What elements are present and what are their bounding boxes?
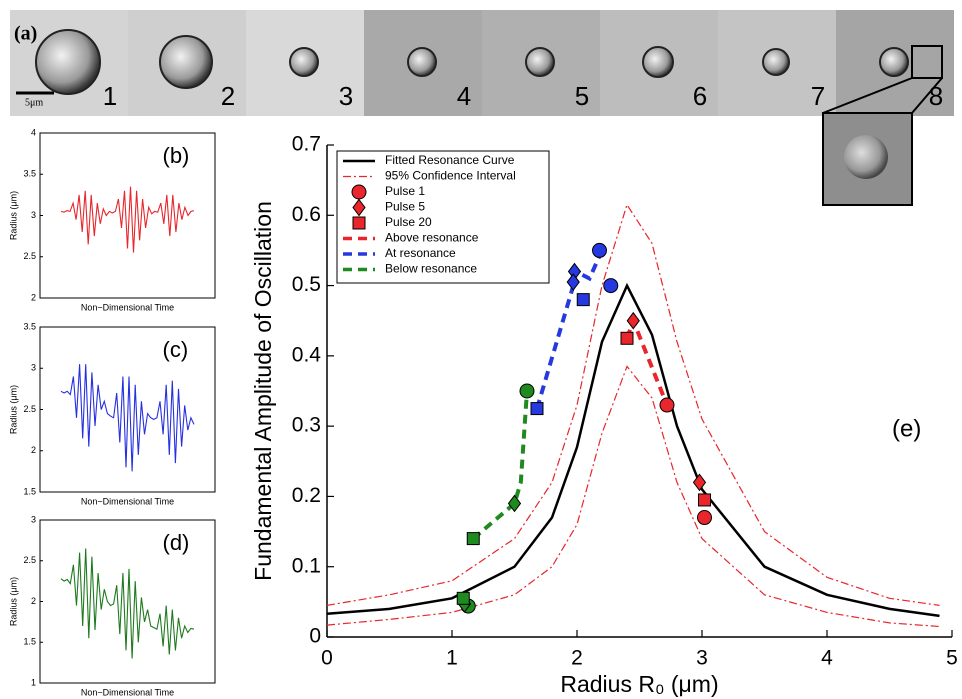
- bubble-image: [642, 46, 674, 78]
- legend-label: At resonance: [385, 246, 456, 260]
- y-tick-label: 2: [31, 596, 36, 606]
- legend-marker: [351, 184, 367, 200]
- x-tick-label: 3: [696, 647, 708, 670]
- y-tick-label: 2.5: [23, 555, 36, 565]
- y-tick-label: 0.7: [292, 133, 321, 156]
- x-tick-label: 2: [571, 647, 583, 670]
- waveform-line: [60, 548, 195, 659]
- marker: [692, 473, 707, 492]
- y-tick-label: 0.4: [292, 343, 322, 366]
- marker: [566, 273, 580, 291]
- y-tick-label: 4: [31, 127, 36, 137]
- bubble-image: [35, 29, 101, 95]
- bubble-image: [525, 47, 555, 77]
- y-tick-label: 2.5: [23, 251, 36, 261]
- x-tick-label: 5: [946, 647, 958, 670]
- y-tick-label: 1.5: [23, 486, 36, 496]
- y-axis-label: Fundamental Amplitude of Oscillation: [250, 201, 276, 581]
- frame-number: 2: [221, 81, 235, 111]
- legend-label: 95% Confidence Interval: [385, 169, 516, 183]
- x-tick-label: 1: [446, 647, 458, 670]
- bubble-image: [407, 47, 437, 77]
- y-tick-label: 3: [31, 363, 36, 373]
- x-tick-label: 4: [821, 647, 833, 670]
- x-axis-label: Non−Dimensional Time: [81, 496, 174, 506]
- series-line: [326, 365, 940, 628]
- marker: [519, 383, 535, 399]
- series-line: [326, 203, 940, 606]
- waveform-line: [60, 186, 195, 253]
- bubble-image: [159, 35, 213, 89]
- y-tick-label: 2: [31, 292, 36, 302]
- legend-marker: [352, 198, 366, 217]
- y-tick-label: 3: [31, 514, 36, 524]
- zoom-line: [822, 77, 913, 114]
- legend-label: Pulse 20: [385, 215, 432, 229]
- plot-frame: [39, 132, 216, 299]
- y-tick-label: 2.5: [23, 404, 36, 414]
- y-tick-label: 2: [31, 445, 36, 455]
- x-axis-label: Radius R₀ (μm): [560, 671, 718, 697]
- marker: [592, 242, 607, 258]
- legend-label: Pulse 5: [385, 200, 425, 214]
- marker: [697, 510, 712, 526]
- panel-label: (b): [163, 143, 190, 168]
- series-line: [326, 282, 940, 618]
- y-tick-label: 3: [31, 210, 36, 220]
- frame-number: 1: [103, 81, 117, 111]
- x-axis-label: Non−Dimensional Time: [81, 687, 174, 697]
- series-line: [472, 390, 529, 541]
- legend-label: Fitted Resonance Curve: [385, 153, 515, 167]
- frame-number: 4: [457, 81, 471, 111]
- marker: [466, 532, 480, 546]
- panel-label: (c): [163, 337, 189, 362]
- marker: [659, 397, 675, 413]
- marker: [698, 493, 711, 507]
- marker: [507, 494, 522, 513]
- legend-box: [336, 150, 550, 284]
- y-tick-label: 0.1: [292, 554, 321, 577]
- waveform-line: [60, 364, 195, 472]
- y-tick-label: 0: [309, 625, 321, 648]
- bubble-image: [289, 47, 319, 77]
- legend-label: Pulse 1: [385, 184, 425, 198]
- zoom-bubble: [844, 135, 888, 179]
- panel-label: (e): [892, 416, 921, 443]
- panel-label: (a): [14, 23, 37, 45]
- frame-number: 7: [811, 81, 825, 111]
- y-tick-label: 0.6: [292, 203, 321, 226]
- zoom-box: [911, 45, 943, 79]
- x-tick-label: 0: [321, 647, 333, 670]
- legend-label: Above resonance: [385, 231, 479, 245]
- scale-bar-label: 5μm: [25, 97, 43, 108]
- y-tick-label: 0.5: [292, 273, 321, 296]
- marker: [530, 402, 544, 416]
- zoom-line: [911, 77, 943, 114]
- frame-number: 5: [575, 81, 589, 111]
- y-tick-label: 1.5: [23, 637, 36, 647]
- bubble-image: [762, 48, 790, 76]
- marker: [603, 278, 619, 294]
- y-axis-label: Radius (μm): [8, 577, 18, 626]
- frame-number: 3: [339, 81, 353, 111]
- y-tick-label: 3.5: [23, 169, 36, 179]
- y-axis-label: Radius (μm): [8, 385, 18, 434]
- y-axis-label: Radius (μm): [8, 191, 18, 240]
- y-tick-label: 0.2: [292, 484, 321, 507]
- y-tick-label: 3.5: [23, 321, 36, 331]
- bubble-image: [879, 47, 909, 77]
- marker: [576, 293, 590, 307]
- x-axis-label: Non−Dimensional Time: [81, 302, 174, 312]
- marker: [620, 331, 634, 345]
- legend-marker: [352, 216, 366, 230]
- frame-number: 6: [693, 81, 707, 111]
- y-tick-label: 1: [31, 677, 36, 687]
- marker: [626, 311, 640, 330]
- y-tick-label: 0.3: [292, 414, 321, 437]
- marker: [456, 591, 470, 605]
- panel-label: (d): [163, 530, 190, 555]
- legend-label: Below resonance: [385, 262, 477, 276]
